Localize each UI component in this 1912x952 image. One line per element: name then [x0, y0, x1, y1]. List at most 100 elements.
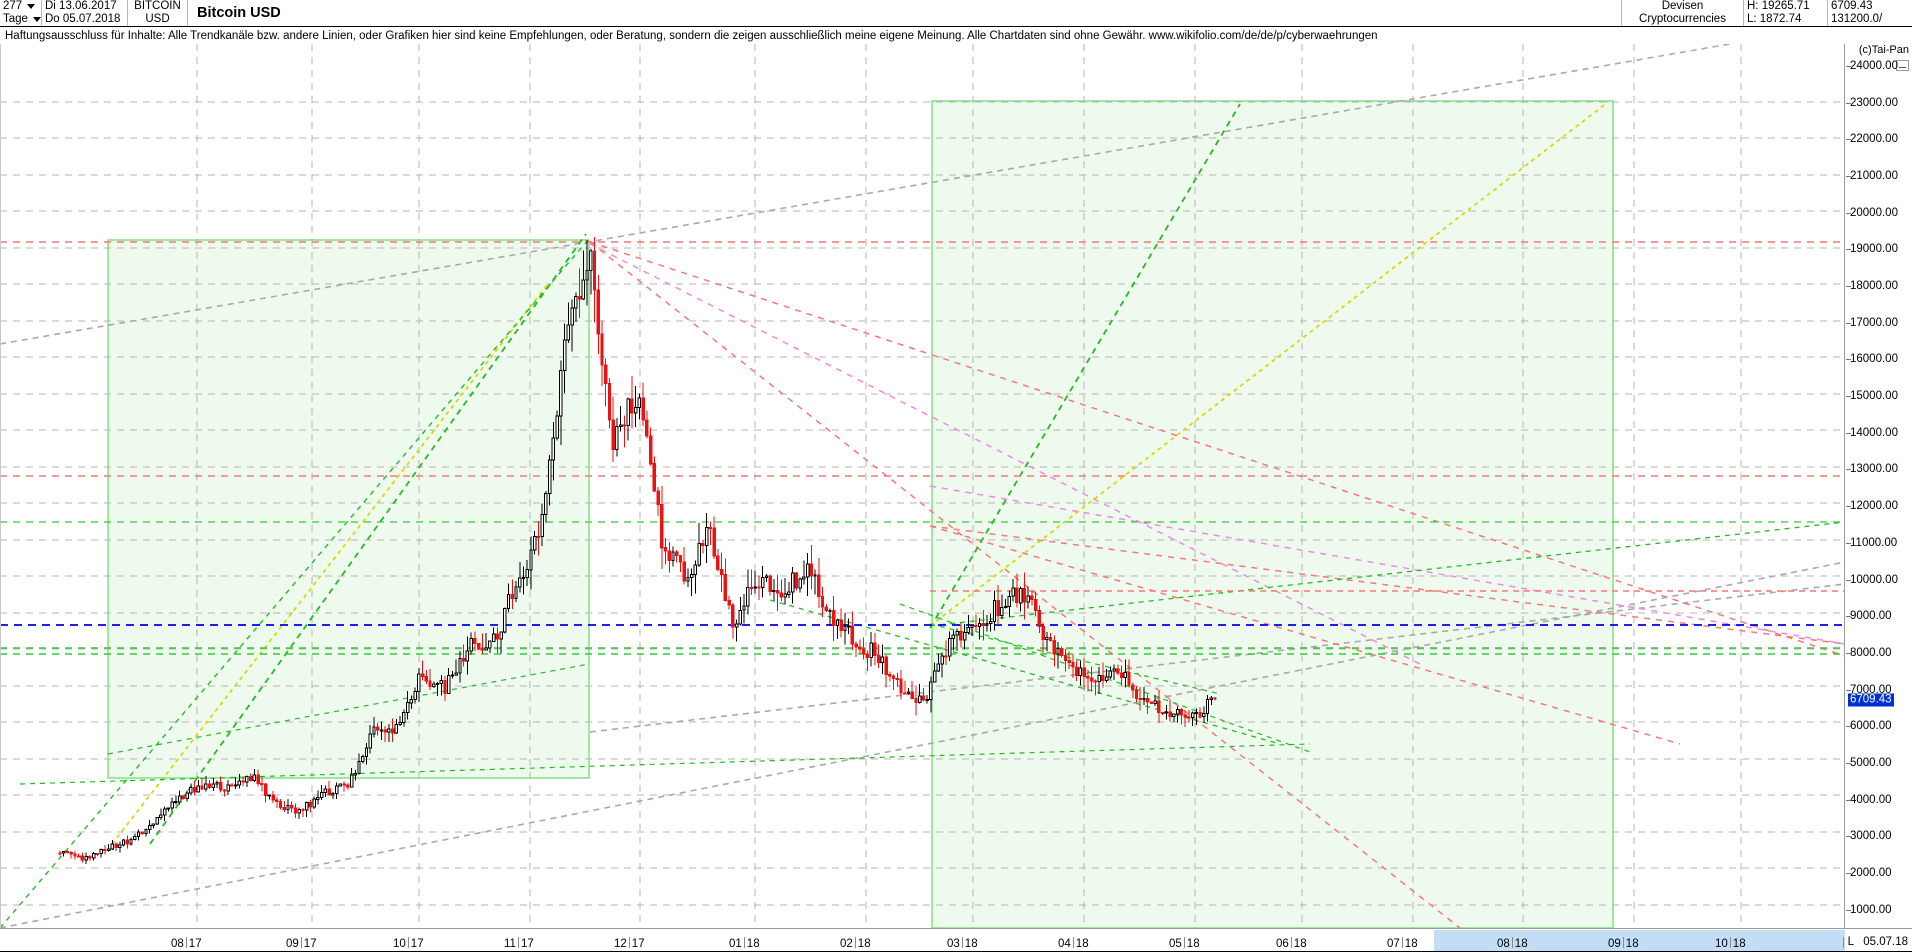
bear-trend-fan[interactable]	[589, 241, 1845, 928]
candle-bullish	[525, 569, 529, 579]
candle-bearish	[776, 589, 780, 594]
candle-bearish	[1149, 701, 1154, 705]
price-axis-label: 13000.00	[1850, 463, 1898, 476]
candle-bullish	[1078, 667, 1083, 676]
candle-bearish	[652, 463, 656, 492]
candle-bearish	[308, 802, 313, 808]
candle-bearish	[125, 839, 129, 845]
candle-bullish	[947, 638, 952, 657]
candle-bullish	[338, 783, 343, 787]
candle-bearish	[921, 695, 926, 701]
candle-bullish	[772, 589, 776, 592]
support-resistance-lines[interactable]	[0, 241, 1845, 655]
candle-bearish	[884, 656, 888, 676]
candle-bearish	[69, 852, 73, 855]
candle-bullish	[970, 625, 974, 628]
candle-bullish	[1123, 672, 1127, 679]
candle-bearish	[480, 648, 485, 651]
candlestick-series[interactable]	[58, 236, 1217, 864]
time-axis[interactable]: L 05.07.18 08 17 09 17 10 17 11 17 12 17 01 18 02 18 0…	[0, 928, 1912, 952]
candle-bearish	[1116, 668, 1120, 674]
plot-left-border	[0, 44, 1, 928]
candle-bullish	[409, 698, 414, 704]
candle-bearish	[888, 674, 892, 677]
time-axis-month: 12	[614, 938, 627, 950]
price-axis-tick	[1846, 689, 1851, 691]
candle-bearish	[682, 561, 686, 582]
time-axis-year: 18	[964, 938, 978, 950]
time-axis-month: 04	[1058, 938, 1071, 950]
candle-bearish	[577, 296, 582, 300]
asset-class-cell[interactable]: Devisen Cryptocurrencies	[1622, 0, 1744, 26]
price-axis[interactable]: (c)Tai-Pan 24000.00 23000.00 22000.00 21000…	[1846, 44, 1912, 928]
candle-bearish	[391, 728, 395, 734]
asset-class-sector: Cryptocurrencies	[1639, 13, 1726, 26]
page-title: Bitcoin USD	[197, 4, 281, 21]
candle-bullish	[992, 600, 997, 622]
candle-bullish	[305, 802, 309, 811]
candle-bullish	[1056, 647, 1060, 655]
time-axis-year: 18	[1186, 938, 1200, 950]
chart-canvas[interactable]	[0, 44, 1845, 928]
time-axis-month: 05	[1169, 938, 1182, 950]
candle-bearish	[794, 572, 799, 589]
candle-bearish	[462, 658, 466, 662]
candle-bearish	[1052, 639, 1056, 655]
time-axis-month: 10	[1715, 938, 1728, 950]
date-range[interactable]: Di 13.06.2017 Do 05.07.2018	[42, 0, 128, 26]
candle-bearish	[1146, 697, 1150, 703]
candle-bearish	[73, 853, 77, 857]
time-axis-label: 01 18	[729, 936, 760, 950]
candle-bullish	[234, 784, 238, 787]
candle-bullish	[705, 527, 709, 547]
candle-bullish	[499, 631, 503, 640]
candle-bearish	[476, 643, 481, 650]
candle-bearish	[716, 555, 720, 570]
time-axis-label: 04 18	[1058, 936, 1089, 950]
chart-plot-area[interactable]	[0, 44, 1845, 928]
candle-bullish	[977, 623, 982, 627]
candle-bullish	[787, 591, 791, 595]
time-axis-year: 18	[857, 938, 871, 950]
candle-bullish	[413, 691, 417, 700]
price-axis-label: 11000.00	[1850, 536, 1898, 549]
price-axis-label: 1000.00	[1850, 903, 1892, 916]
candle-bearish	[607, 383, 612, 421]
candle-bullish	[320, 792, 324, 798]
time-axis-tick	[743, 937, 745, 948]
disclaimer-text: Haftungsausschluss für Inhalte: Alle Tre…	[0, 27, 1912, 44]
time-axis-label: 12 17	[614, 936, 645, 950]
candle-bearish	[854, 643, 858, 648]
candle-bullish	[686, 577, 690, 582]
period-selector[interactable]: 277 Tage	[0, 0, 42, 26]
candle-bullish	[989, 620, 993, 624]
price-axis-tick	[1846, 286, 1851, 288]
candle-bearish	[712, 527, 716, 557]
minimize-icon[interactable]	[1896, 60, 1909, 71]
candle-bullish	[458, 658, 462, 674]
gray-trend-channel[interactable]	[0, 44, 1845, 928]
candle-bullish	[357, 760, 361, 774]
candle-bearish	[820, 595, 825, 608]
symbol-cell[interactable]: BITCOIN USD	[128, 0, 188, 26]
chevron-down-icon[interactable]	[32, 17, 41, 22]
candle-bearish	[293, 807, 298, 814]
candle-bearish	[723, 573, 727, 602]
candle-bullish	[615, 426, 619, 450]
time-axis-label: 09 18	[1608, 936, 1639, 950]
candle-bullish	[933, 670, 937, 683]
candle-bearish	[58, 852, 62, 855]
chevron-down-icon[interactable]	[27, 4, 36, 9]
bull-trend-2017[interactable]	[0, 233, 1311, 928]
candle-bullish	[540, 514, 544, 538]
candle-bearish	[219, 781, 223, 791]
candle-bearish	[596, 289, 600, 335]
pink-trendline[interactable]	[589, 243, 1845, 665]
time-axis-tick	[1511, 937, 1513, 948]
candle-bearish	[944, 655, 948, 658]
candle-bearish	[1067, 660, 1071, 663]
candle-bullish	[361, 755, 365, 762]
candle-bullish	[144, 829, 148, 835]
candle-bullish	[387, 728, 391, 733]
